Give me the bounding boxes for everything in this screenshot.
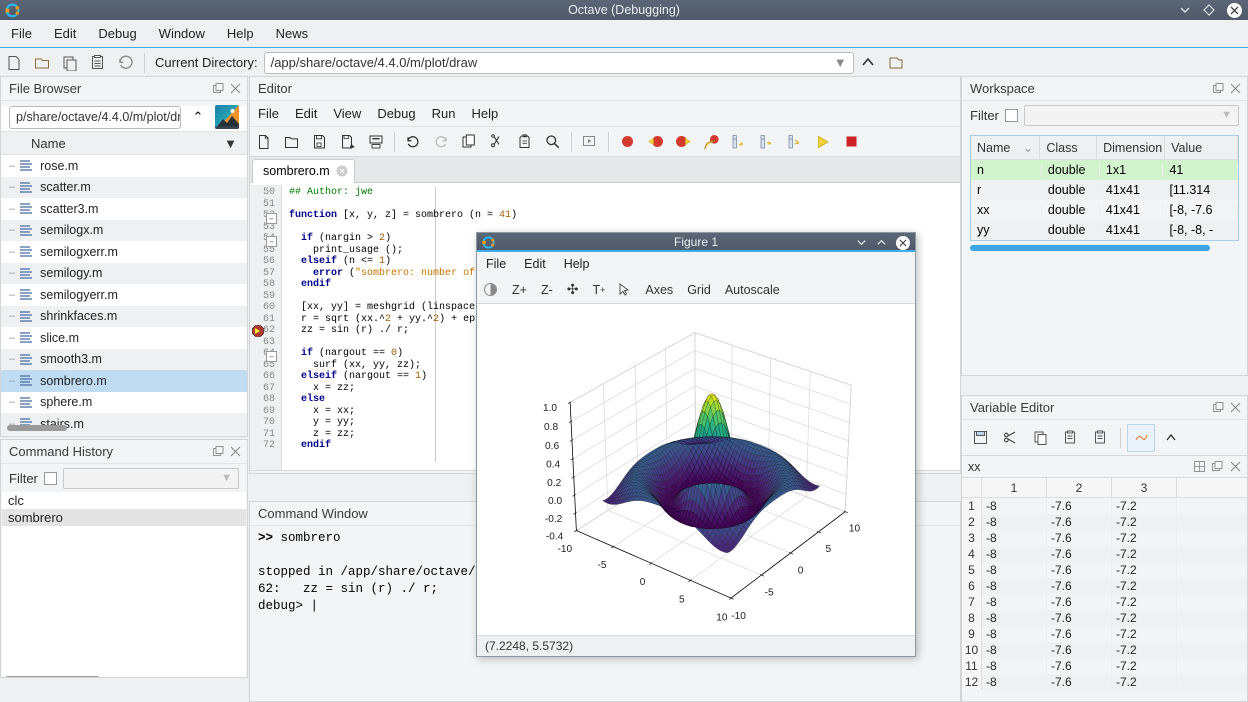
svg-text:0.0: 0.0 bbox=[548, 496, 562, 507]
svg-text:0: 0 bbox=[640, 577, 646, 588]
svg-text:0: 0 bbox=[798, 565, 804, 576]
svg-text:-10: -10 bbox=[731, 611, 746, 622]
svg-text:-5: -5 bbox=[598, 560, 607, 571]
svg-text:5: 5 bbox=[826, 544, 832, 555]
svg-text:10: 10 bbox=[716, 613, 728, 624]
svg-text:-5: -5 bbox=[765, 588, 774, 599]
svg-text:0.4: 0.4 bbox=[546, 460, 560, 471]
svg-text:5: 5 bbox=[679, 595, 685, 606]
svg-text:0.8: 0.8 bbox=[544, 422, 558, 433]
svg-text:-0.2: -0.2 bbox=[545, 514, 563, 525]
svg-text:-10: -10 bbox=[558, 544, 573, 555]
svg-text:-0.4: -0.4 bbox=[546, 531, 564, 542]
svg-text:1.0: 1.0 bbox=[543, 403, 557, 414]
svg-text:0.6: 0.6 bbox=[545, 441, 559, 452]
svg-text:0.2: 0.2 bbox=[547, 478, 561, 489]
svg-text:10: 10 bbox=[849, 523, 861, 534]
